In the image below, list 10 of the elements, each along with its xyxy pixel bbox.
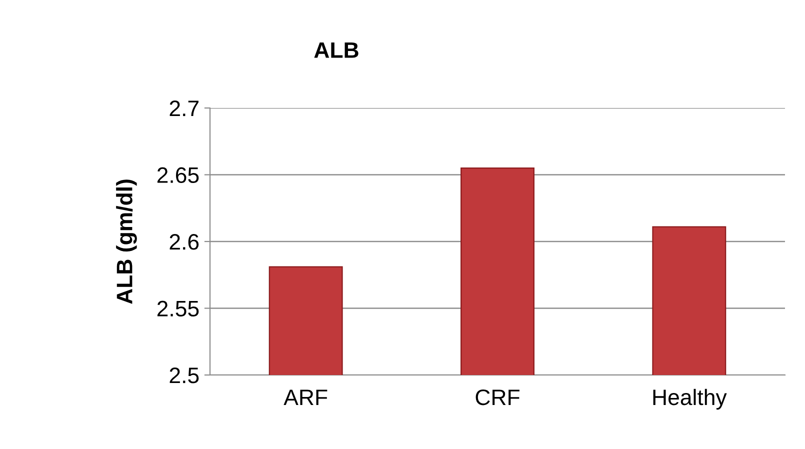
- y-tick-label: 2.7: [170, 100, 198, 116]
- y-tick-label: 2.55: [157, 300, 199, 317]
- chart-title: ALB: [314, 42, 358, 58]
- y-axis-title: ALB (gm/dl): [116, 180, 137, 304]
- x-tick-label: ARF: [284, 390, 328, 405]
- y-tick-label: 2.65: [157, 167, 199, 184]
- y-tick-label: 2.5: [170, 368, 199, 384]
- y-tick-label: 2.6: [170, 234, 199, 250]
- x-tick-label: Healthy: [653, 388, 727, 410]
- x-tick-label: CRF: [476, 389, 520, 406]
